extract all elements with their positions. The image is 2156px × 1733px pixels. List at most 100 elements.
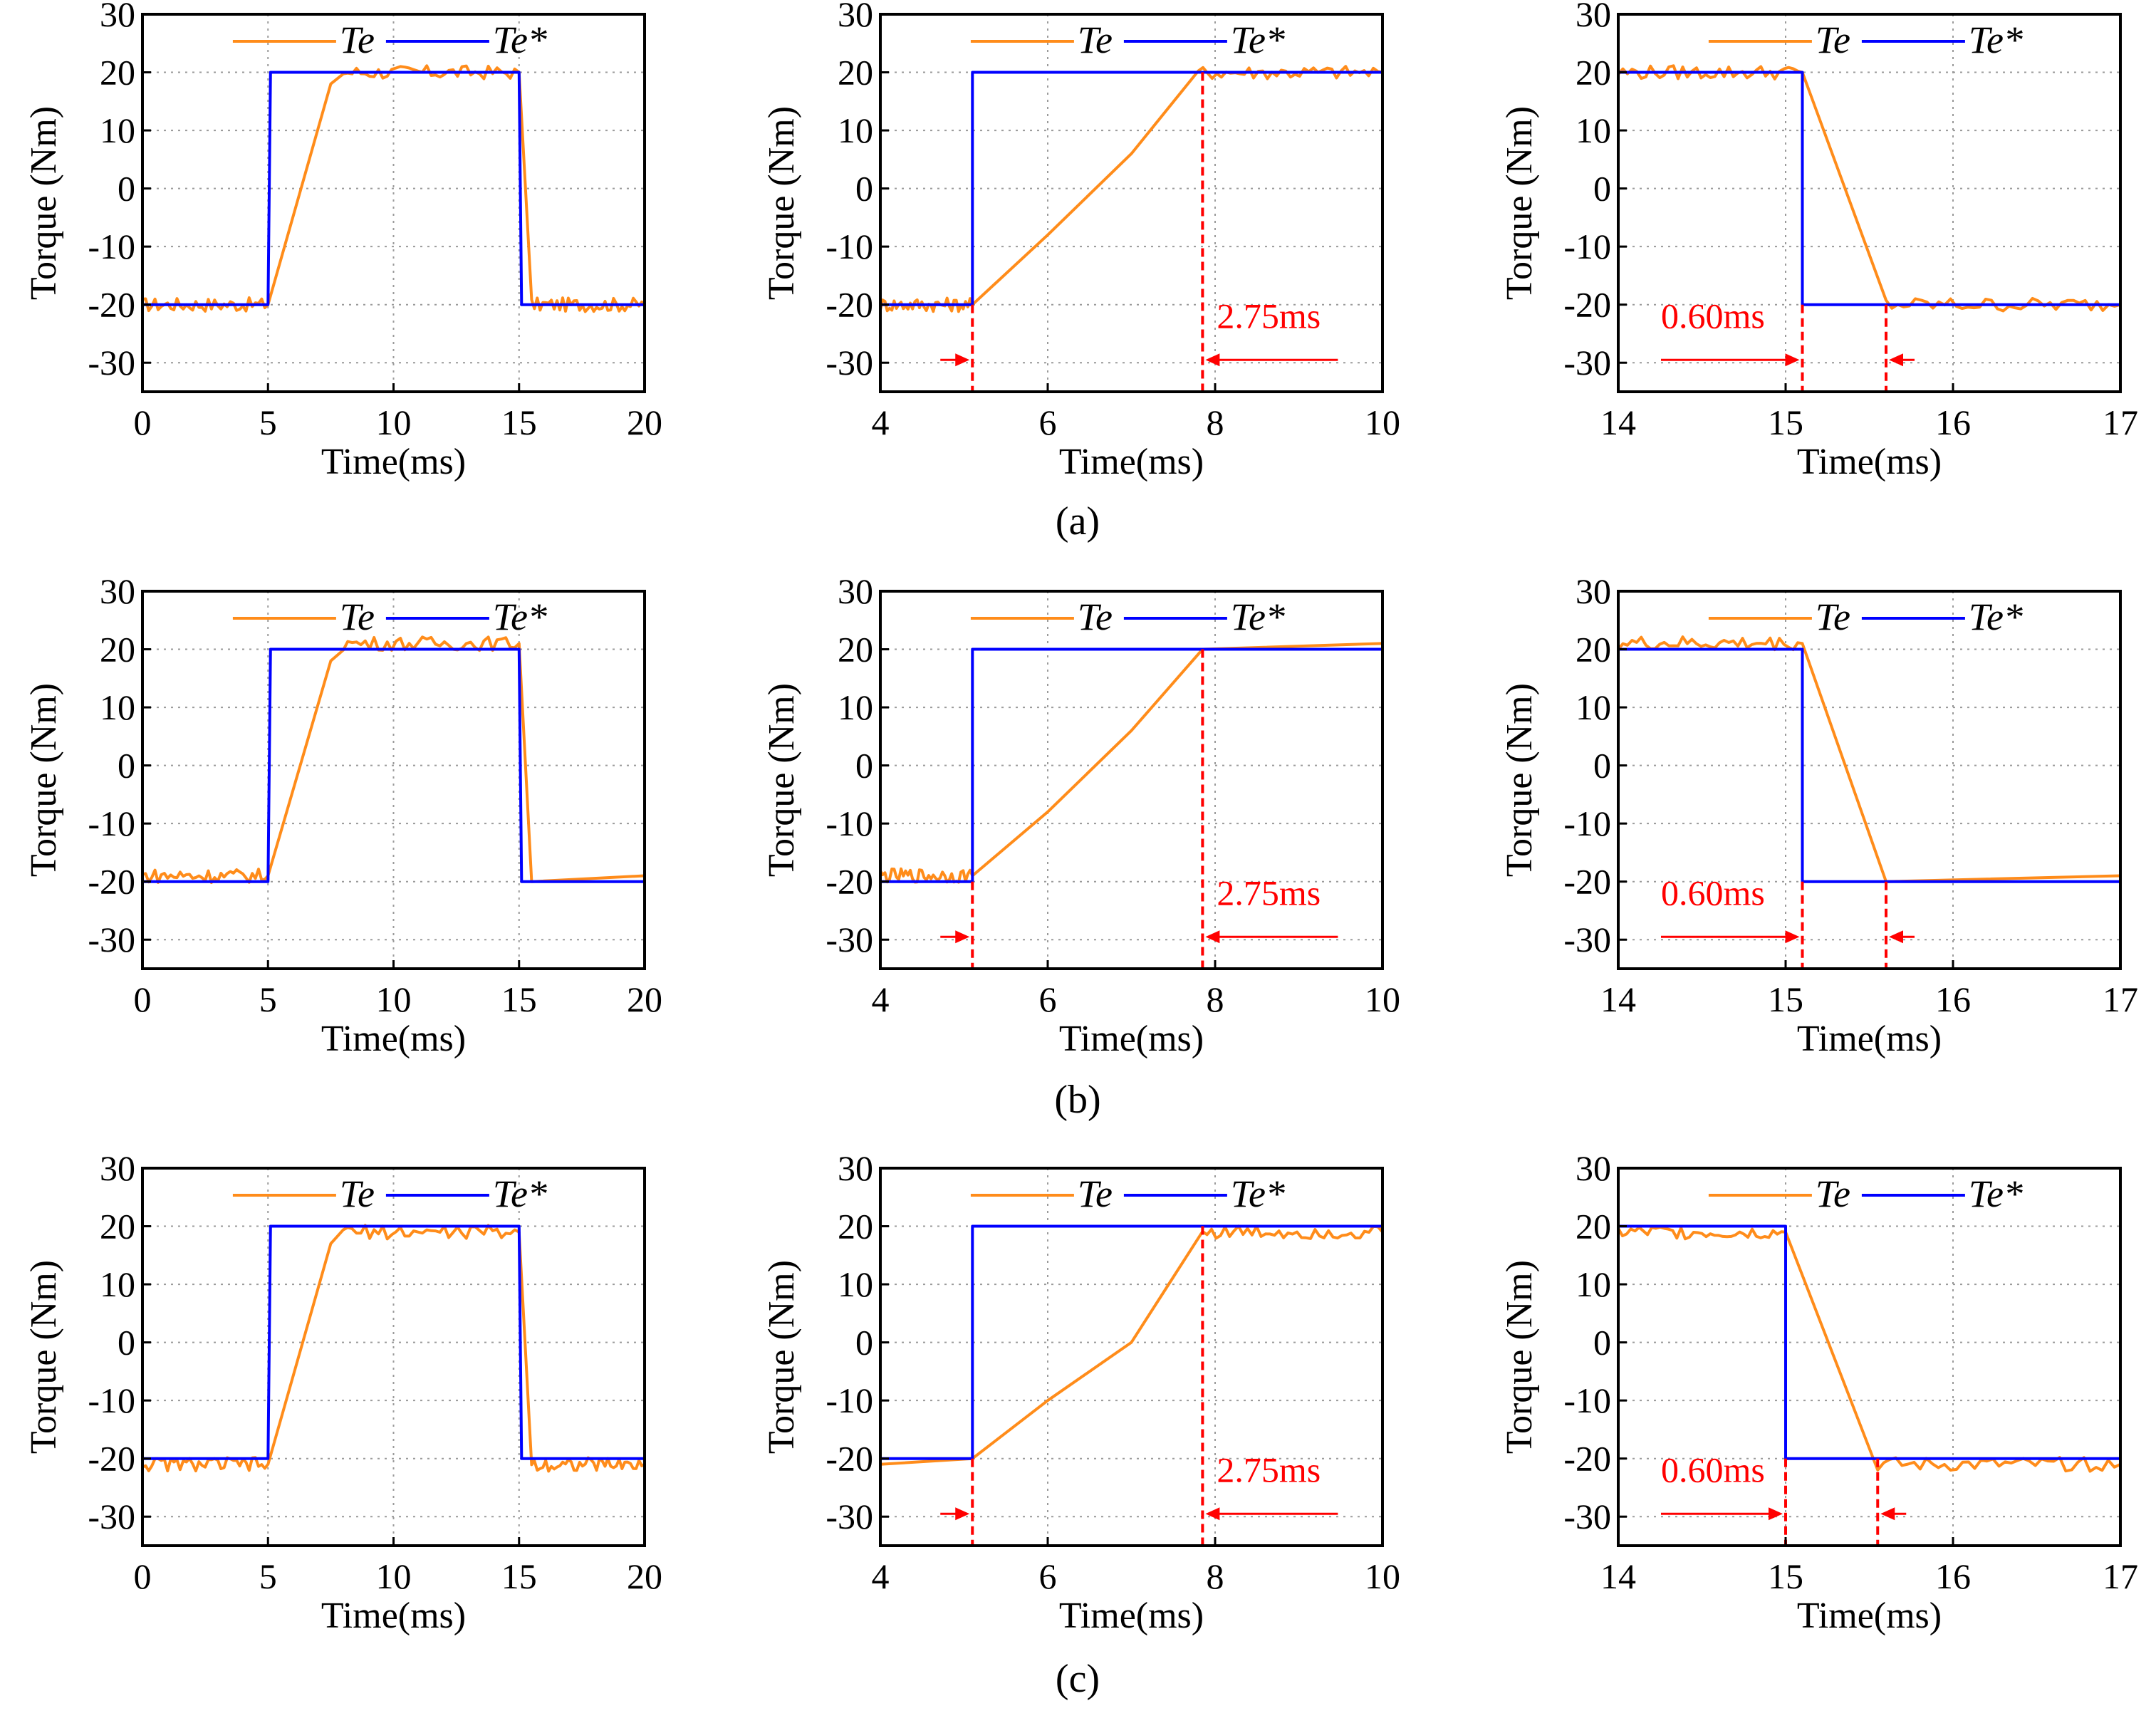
y-tick-label: 0 <box>118 1323 135 1363</box>
legend-label-te: Te <box>340 1172 375 1215</box>
x-tick-label: 5 <box>259 979 277 1019</box>
legend-label-te: Te <box>340 19 375 61</box>
x-tick-label: 6 <box>1039 402 1057 442</box>
y-tick-label: 0 <box>1593 1323 1611 1363</box>
x-tick-label: 10 <box>1365 1556 1400 1596</box>
y-tick-label: 20 <box>838 1207 873 1247</box>
x-tick-label: 17 <box>2103 1556 2138 1596</box>
legend-label-te-ref: Te* <box>1231 595 1285 638</box>
annotation-arrowhead <box>955 1507 970 1521</box>
y-tick-label: 30 <box>1576 571 1611 611</box>
chart-panel: 0.60ms Te Te* 30 20 10 0 -10 -20 -30 14 15 16 17 Time(… <box>1499 0 2138 482</box>
x-axis-title: Time(ms) <box>321 1019 466 1059</box>
y-tick-label: -30 <box>88 920 135 959</box>
y-tick-label: 30 <box>1576 1148 1611 1188</box>
y-tick-label: 10 <box>100 687 135 727</box>
y-tick-label: 0 <box>855 746 873 786</box>
y-tick-label: -10 <box>88 1380 135 1420</box>
x-tick-label: 16 <box>1935 402 1971 442</box>
series-te-ref-line <box>142 647 645 883</box>
x-tick-label: 8 <box>1207 979 1224 1019</box>
y-tick-label: -10 <box>1563 803 1611 843</box>
chart-panel: Te Te* 30 20 10 0 -10 -20 -30 0 5 10 15 20 Time(ms) Tor… <box>24 1148 662 1636</box>
x-tick-label: 0 <box>134 979 152 1019</box>
annotation-arrowhead <box>1205 930 1220 944</box>
y-tick-label: 30 <box>100 571 135 611</box>
y-tick-label: -30 <box>1563 920 1611 959</box>
series-te-line <box>879 642 1383 884</box>
series-te-line <box>880 1224 1384 1466</box>
annotation-label: 0.60ms <box>1661 1450 1765 1489</box>
annotation-label: 2.75ms <box>1217 1450 1321 1489</box>
y-axis-title: Torque (Nm) <box>1499 1260 1540 1454</box>
y-tick-label: -10 <box>826 803 873 843</box>
y-tick-label: 0 <box>855 169 873 209</box>
x-tick-label: 20 <box>627 1556 662 1596</box>
x-tick-label: 20 <box>627 402 662 442</box>
legend-label-te-ref: Te* <box>493 19 547 61</box>
x-tick-label: 10 <box>376 979 412 1019</box>
annotation-label: 0.60ms <box>1661 873 1765 912</box>
x-tick-label: 0 <box>134 402 152 442</box>
y-tick-label: 20 <box>1576 1207 1611 1247</box>
y-tick-label: -10 <box>826 1380 873 1420</box>
y-tick-label: -30 <box>1563 343 1611 382</box>
y-tick-label: 20 <box>838 630 873 670</box>
series-te-ref-line <box>880 71 1382 306</box>
y-tick-label: -20 <box>88 285 135 325</box>
x-axis-title: Time(ms) <box>1059 1596 1204 1636</box>
legend-label-te: Te <box>340 595 375 638</box>
x-tick-label: 15 <box>501 1556 537 1596</box>
y-tick-label: -30 <box>88 1497 135 1536</box>
annotation-arrowhead <box>955 353 970 367</box>
legend-label-te-ref: Te* <box>493 1172 547 1215</box>
annotation-arrowhead <box>1880 1507 1895 1521</box>
chart-panel: Te Te* 30 20 10 0 -10 -20 -30 0 5 10 15 20 Time(ms) Tor… <box>24 571 662 1059</box>
series-te-line <box>142 1224 645 1473</box>
y-tick-label: -30 <box>826 343 873 382</box>
annotation-label: 2.75ms <box>1217 873 1321 912</box>
chart-panel: Te Te* 30 20 10 0 -10 -20 -30 0 5 10 15 20 Time(ms) Tor… <box>24 0 662 482</box>
y-tick-label: -20 <box>826 285 873 325</box>
x-axis-title: Time(ms) <box>321 442 466 482</box>
legend-label-te-ref: Te* <box>1969 1172 2023 1215</box>
y-tick-label: -10 <box>88 227 135 266</box>
panel-caption: (b) <box>1054 1078 1100 1122</box>
plot-area <box>880 591 1382 969</box>
x-tick-label: 0 <box>134 1556 152 1596</box>
y-tick-label: 10 <box>100 110 135 150</box>
x-tick-label: 16 <box>1935 1556 1971 1596</box>
x-tick-label: 10 <box>1365 402 1400 442</box>
y-tick-label: -20 <box>826 1439 873 1479</box>
x-tick-label: 8 <box>1207 1556 1224 1596</box>
x-tick-label: 17 <box>2103 402 2138 442</box>
annotation-label: 0.60ms <box>1661 296 1765 335</box>
legend-label-te-ref: Te* <box>1231 19 1285 61</box>
chart-panel: 0.60ms Te Te* 30 20 10 0 -10 -20 -30 14 15 16 17 Time(… <box>1499 571 2138 1059</box>
y-tick-label: 10 <box>1576 1264 1611 1304</box>
x-tick-label: 5 <box>259 1556 277 1596</box>
y-tick-label: 10 <box>1576 110 1611 150</box>
legend-label-te: Te <box>1816 595 1850 638</box>
y-tick-label: -20 <box>1563 285 1611 325</box>
legend-label-te-ref: Te* <box>1969 19 2023 61</box>
y-tick-label: 0 <box>118 169 135 209</box>
y-tick-label: 10 <box>100 1264 135 1304</box>
plot-frame <box>1617 590 2122 970</box>
y-tick-label: -30 <box>88 343 135 382</box>
panel-caption: (c) <box>1056 1657 1100 1701</box>
y-axis-title: Torque (Nm) <box>1499 683 1540 877</box>
y-tick-label: 30 <box>838 1148 873 1188</box>
chart-panel: 2.75ms Te Te* 30 20 10 0 -10 -20 -30 4 6 8 10 Time(ms)… <box>761 1148 1400 1636</box>
y-tick-label: 20 <box>100 630 135 670</box>
y-tick-label: -20 <box>88 1439 135 1479</box>
series-te-ref-line <box>142 71 645 306</box>
plot-frame <box>879 1167 1384 1547</box>
y-tick-label: -20 <box>1563 862 1611 902</box>
x-tick-label: 8 <box>1207 402 1224 442</box>
y-tick-label: 0 <box>855 1323 873 1363</box>
y-tick-label: -20 <box>1563 1439 1611 1479</box>
y-axis-title: Torque (Nm) <box>24 1260 64 1454</box>
x-axis-title: Time(ms) <box>1059 442 1204 482</box>
